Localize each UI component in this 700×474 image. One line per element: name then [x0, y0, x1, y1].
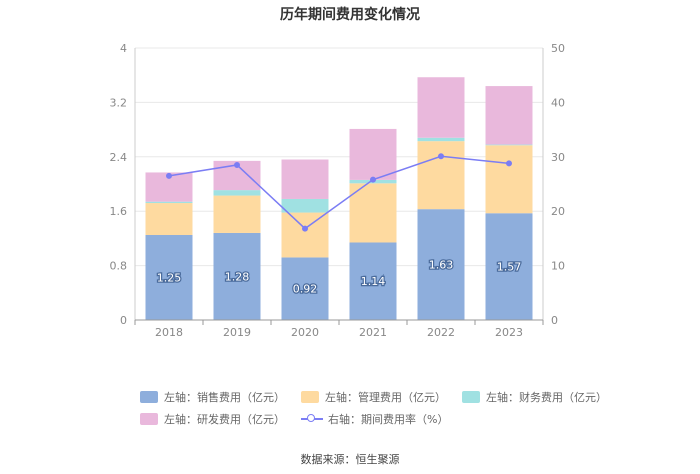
chart-title: 历年期间费用变化情况 [280, 7, 420, 23]
x-axis-tick-label: 2019 [223, 326, 251, 339]
bar-segment [417, 77, 465, 138]
bar-value-label: 1.14 [361, 275, 386, 288]
bar-segment [281, 159, 329, 199]
bar-value-label: 1.28 [225, 270, 250, 283]
legend-swatch-finance [462, 391, 480, 403]
right-axis-tick-label: 10 [551, 260, 565, 273]
legend-swatch-sales [140, 391, 158, 403]
bar-segment [281, 198, 329, 213]
left-axis-tick-label: 0.8 [110, 260, 128, 273]
bar-segment [145, 203, 193, 235]
left-axis-tick-label: 3.2 [110, 96, 128, 109]
legend-item-finance[interactable]: 左轴：财务费用（亿元） [462, 389, 607, 405]
expense-rate-polyline [168, 155, 510, 230]
bar-segment [485, 86, 533, 145]
bar-segment [213, 232, 261, 320]
expense-rate-point [438, 153, 444, 160]
legend-item-sales[interactable]: 左轴：销售费用（亿元） [140, 389, 285, 405]
bar-segment [213, 190, 261, 196]
bar-segment [145, 201, 193, 204]
legend-item-admin[interactable]: 左轴：管理费用（亿元） [301, 389, 446, 405]
bar-segment [417, 137, 465, 142]
legend-label-rate: 右轴：期间费用率（%） [328, 413, 449, 426]
legend-label-admin: 左轴：管理费用（亿元） [325, 391, 446, 404]
bar-value-label: 1.57 [497, 261, 522, 274]
legend: 左轴：销售费用（亿元） 左轴：管理费用（亿元） 左轴：财务费用（亿元） 左轴：研… [140, 386, 607, 430]
bar-value-label: 1.25 [157, 272, 182, 285]
legend-item-rnd[interactable]: 左轴：研发费用（亿元） [140, 411, 285, 427]
expense-rate-point [234, 161, 240, 168]
bar-segment [281, 257, 329, 320]
right-axis-tick-label: 40 [551, 96, 565, 109]
expense-rate-line [166, 153, 512, 232]
bar-segment [281, 212, 329, 258]
bar-segment [213, 195, 261, 233]
bar-value-label: 0.92 [293, 283, 318, 296]
gridlines [135, 47, 543, 267]
x-axis-tick-label: 2021 [359, 326, 387, 339]
expense-rate-point [506, 160, 512, 167]
bar-segment [485, 144, 533, 146]
bar-value-label: 1.63 [429, 259, 454, 272]
bar-segment [417, 209, 465, 320]
left-axis-tick-label: 2.4 [110, 151, 128, 164]
legend-label-sales: 左轴：销售费用（亿元） [164, 391, 285, 404]
left-axis-tick-label: 1.6 [110, 205, 128, 218]
expense-rate-point [370, 176, 376, 183]
legend-line-marker-icon [301, 413, 323, 425]
x-axis-tick-label: 2018 [155, 326, 183, 339]
right-axis-tick-label: 30 [551, 151, 565, 164]
expense-rate-point [166, 172, 172, 179]
expense-rate-point [302, 225, 308, 232]
legend-label-rnd: 左轴：研发费用（亿元） [164, 413, 285, 426]
bar-segment [349, 128, 397, 180]
legend-swatch-admin [301, 391, 319, 403]
chart-canvas: 1.25 1.280.921.141.63 1.57 00.81.62.43.240… [110, 42, 566, 339]
x-axis-tick-label: 2023 [495, 326, 523, 339]
bar-segment [417, 141, 465, 210]
x-axis-tick-label: 2020 [291, 326, 319, 339]
bar-segment [485, 213, 533, 320]
legend-label-finance: 左轴：财务费用（亿元） [486, 391, 607, 404]
data-source: 数据来源：恒生聚源 [300, 453, 400, 466]
bar-segment [349, 242, 397, 320]
left-axis-tick-label: 4 [120, 42, 127, 55]
left-axis-tick-label: 0 [120, 314, 127, 327]
legend-item-rate[interactable]: 右轴：期间费用率（%） [301, 411, 448, 427]
bar-segment [485, 145, 533, 214]
bar-segment [145, 235, 193, 320]
bar-value-labels: 1.25 1.28 0.92 1.14 1.63 1.57 [156, 257, 523, 297]
right-axis-tick-label: 20 [551, 205, 565, 218]
bars [145, 77, 533, 320]
legend-swatch-rnd [140, 413, 158, 425]
bar-segment [349, 183, 397, 243]
x-axis-tick-label: 2022 [427, 326, 455, 339]
right-axis-tick-label: 0 [551, 314, 558, 327]
right-axis-tick-label: 50 [551, 42, 565, 55]
